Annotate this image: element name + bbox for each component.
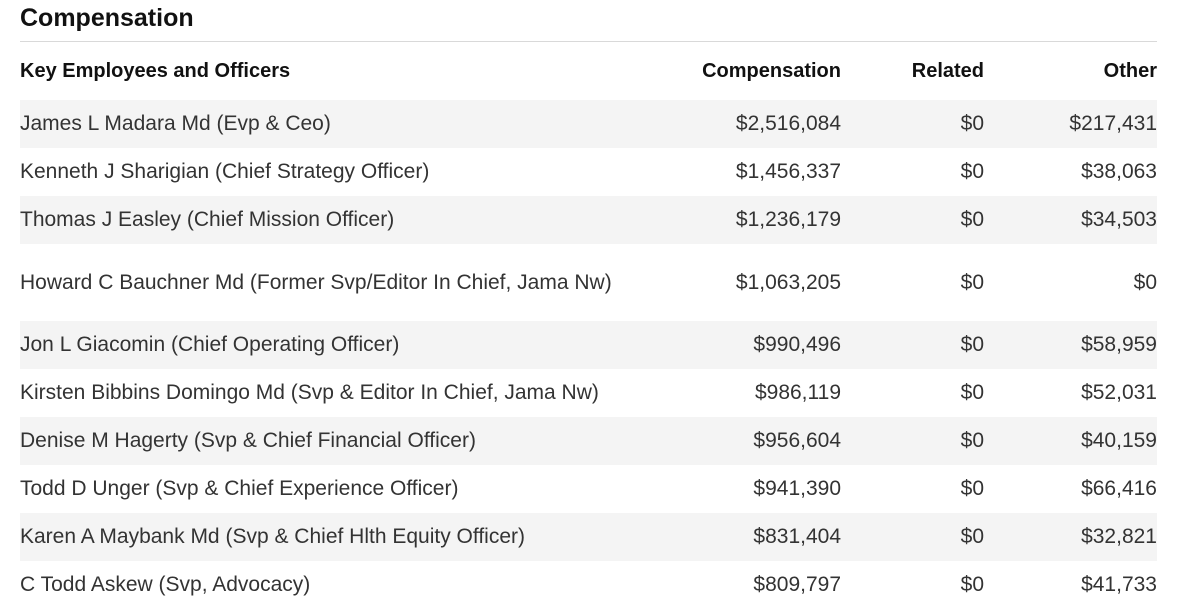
compensation-value: $941,390 xyxy=(753,477,841,500)
related-value: $0 xyxy=(960,381,984,404)
related-value: $0 xyxy=(960,573,984,596)
compensation-value: $990,496 xyxy=(688,321,841,369)
other-value: $34,503 xyxy=(984,196,1157,244)
related-value: $0 xyxy=(960,270,984,294)
table-row: Denise M Hagerty (Svp & Chief Financial … xyxy=(20,417,1157,465)
employee-name: Howard C Bauchner Md (Former Svp/Editor … xyxy=(20,270,612,294)
compensation-value: $1,063,205 xyxy=(735,270,841,294)
other-value: $52,031 xyxy=(1081,381,1157,404)
column-header-other: Other xyxy=(1103,59,1157,82)
table-row: Todd D Unger (Svp & Chief Experience Off… xyxy=(20,465,1157,513)
compensation-value: $2,516,084 xyxy=(688,100,841,148)
table-row: Howard C Bauchner Md (Former Svp/Editor … xyxy=(20,244,1157,321)
table-row: Jon L Giacomin (Chief Operating Officer)… xyxy=(20,321,1157,369)
employee-name: Todd D Unger (Svp & Chief Experience Off… xyxy=(20,477,459,500)
related-value: $0 xyxy=(841,513,984,561)
other-value: $66,416 xyxy=(1081,477,1157,500)
compensation-value: $831,404 xyxy=(688,513,841,561)
related-value: $0 xyxy=(841,417,984,465)
related-value: $0 xyxy=(841,321,984,369)
employee-name: Kenneth J Sharigian (Chief Strategy Offi… xyxy=(20,160,430,183)
table-row: Thomas J Easley (Chief Mission Officer) … xyxy=(20,196,1157,244)
related-value: $0 xyxy=(841,100,984,148)
table-row: Kenneth J Sharigian (Chief Strategy Offi… xyxy=(20,148,1157,196)
table-row: James L Madara Md (Evp & Ceo) $2,516,084… xyxy=(20,100,1157,148)
table-row: C Todd Askew (Svp, Advocacy) $809,797 $0… xyxy=(20,561,1157,609)
other-value: $58,959 xyxy=(984,321,1157,369)
employee-name: James L Madara Md (Evp & Ceo) xyxy=(20,100,688,148)
compensation-value: $1,456,337 xyxy=(735,160,841,183)
related-value: $0 xyxy=(960,160,984,183)
other-value: $40,159 xyxy=(984,417,1157,465)
compensation-section: Compensation Key Employees and Officers … xyxy=(20,0,1157,609)
employee-name: Denise M Hagerty (Svp & Chief Financial … xyxy=(20,417,688,465)
compensation-value: $986,119 xyxy=(754,381,841,404)
other-value: $32,821 xyxy=(984,513,1157,561)
table-row: Kirsten Bibbins Domingo Md (Svp & Editor… xyxy=(20,369,1157,417)
employee-name: Karen A Maybank Md (Svp & Chief Hlth Equ… xyxy=(20,513,688,561)
employee-name: Thomas J Easley (Chief Mission Officer) xyxy=(20,196,688,244)
column-header-related: Related xyxy=(911,59,984,82)
table-row: Karen A Maybank Md (Svp & Chief Hlth Equ… xyxy=(20,513,1157,561)
other-value: $0 xyxy=(1133,270,1157,294)
related-value: $0 xyxy=(841,196,984,244)
other-value: $38,063 xyxy=(1081,160,1157,183)
section-title: Compensation xyxy=(20,0,1157,42)
column-header-name: Key Employees and Officers xyxy=(20,59,291,82)
employee-name: C Todd Askew (Svp, Advocacy) xyxy=(20,573,311,596)
table-header-row: Key Employees and Officers Compensation … xyxy=(20,42,1157,100)
compensation-table: Key Employees and Officers Compensation … xyxy=(20,42,1157,609)
compensation-value: $1,236,179 xyxy=(688,196,841,244)
employee-name: Jon L Giacomin (Chief Operating Officer) xyxy=(20,321,688,369)
column-header-compensation: Compensation xyxy=(702,59,841,82)
employee-name: Kirsten Bibbins Domingo Md (Svp & Editor… xyxy=(20,381,599,404)
other-value: $217,431 xyxy=(984,100,1157,148)
compensation-value: $956,604 xyxy=(688,417,841,465)
related-value: $0 xyxy=(960,477,984,500)
other-value: $41,733 xyxy=(1081,573,1157,596)
compensation-value: $809,797 xyxy=(753,573,841,596)
